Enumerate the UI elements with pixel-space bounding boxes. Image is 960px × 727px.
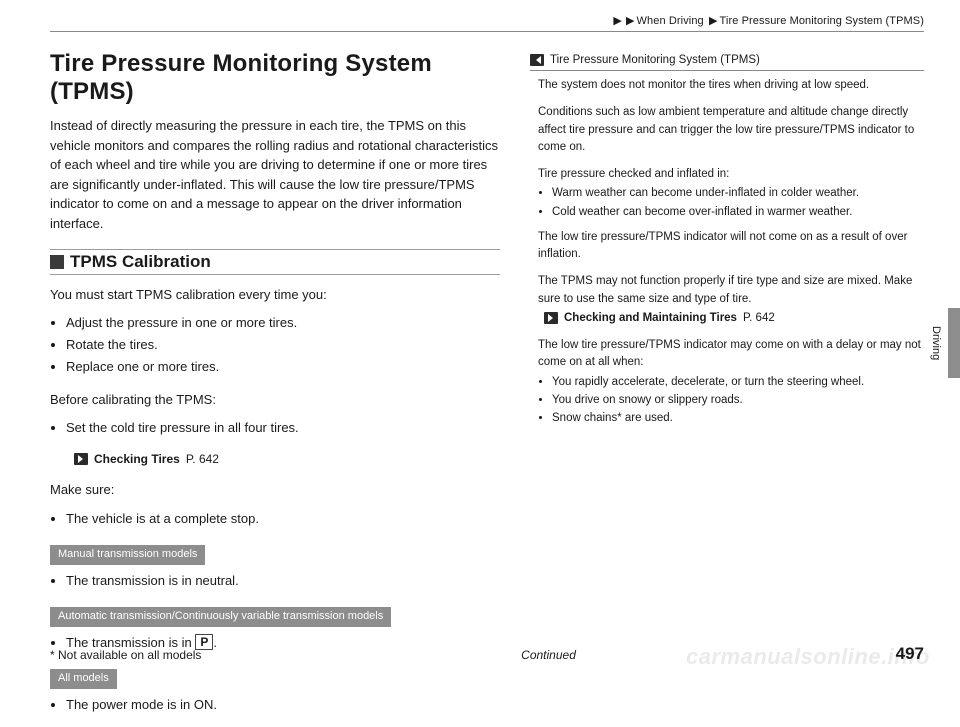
note-heading: Tire Pressure Monitoring System (TPMS) bbox=[530, 54, 924, 71]
chevron-right-icon: ▶ bbox=[613, 15, 622, 27]
list-item: Adjust the pressure in one or more tires… bbox=[66, 313, 500, 333]
note-title: Tire Pressure Monitoring System (TPMS) bbox=[550, 54, 760, 66]
model-tag-manual: Manual transmission models bbox=[50, 545, 205, 565]
chevron-right-icon: ▶ bbox=[626, 15, 635, 27]
page-title: Tire Pressure Monitoring System (TPMS) bbox=[50, 50, 500, 106]
section-heading: TPMS Calibration bbox=[50, 249, 500, 275]
list-item: The transmission is in neutral. bbox=[66, 571, 500, 591]
note-arrow-icon bbox=[530, 54, 544, 66]
side-text: Tire pressure checked and inflated in: bbox=[538, 166, 924, 183]
side-text: The low tire pressure/TPMS indicator may… bbox=[538, 337, 924, 372]
ms-list: The transmission is in neutral. bbox=[50, 571, 500, 591]
before-list: Set the cold tire pressure in all four t… bbox=[50, 418, 500, 438]
ms-list: The vehicle is at a complete stop. bbox=[50, 509, 500, 529]
calib-list: Adjust the pressure in one or more tires… bbox=[50, 313, 500, 377]
section-side-label: Driving bbox=[930, 326, 942, 360]
make-sure-lead: Make sure: bbox=[50, 480, 500, 500]
breadcrumb-b: Tire Pressure Monitoring System (TPMS) bbox=[720, 15, 925, 27]
side-list: Warm weather can become under-inflated i… bbox=[538, 185, 924, 221]
side-text: The system does not monitor the tires wh… bbox=[538, 77, 924, 94]
ms-list: The power mode is in ON. bbox=[50, 695, 500, 715]
continued-label: Continued bbox=[521, 648, 576, 662]
list-item: You drive on snowy or slippery roads. bbox=[552, 392, 924, 409]
section-title: TPMS Calibration bbox=[70, 252, 211, 272]
cross-ref: Checking Tires P. 642 bbox=[50, 450, 500, 469]
breadcrumb: ▶▶When Driving ▶Tire Pressure Monitoring… bbox=[50, 14, 924, 27]
calib-lead: You must start TPMS calibration every ti… bbox=[50, 285, 500, 305]
list-item: Replace one or more tires. bbox=[66, 357, 500, 377]
list-item: The power mode is in ON. bbox=[66, 695, 500, 715]
divider bbox=[50, 31, 924, 32]
list-item: Snow chains* are used. bbox=[552, 410, 924, 427]
list-item: You rapidly accelerate, decelerate, or t… bbox=[552, 374, 924, 391]
list-item: Warm weather can become under-inflated i… bbox=[552, 185, 924, 202]
ref-page: P. 642 bbox=[186, 450, 219, 469]
cross-ref: Checking and Maintaining Tires P. 642 bbox=[538, 310, 924, 327]
section-edge-tab bbox=[948, 308, 960, 378]
link-arrow-icon bbox=[544, 312, 558, 324]
before-lead: Before calibrating the TPMS: bbox=[50, 390, 500, 410]
chevron-right-icon: ▶ bbox=[709, 15, 718, 27]
square-bullet-icon bbox=[50, 255, 64, 269]
ref-page: P. 642 bbox=[743, 310, 775, 327]
side-list: You rapidly accelerate, decelerate, or t… bbox=[538, 374, 924, 428]
list-item: Cold weather can become over-inflated in… bbox=[552, 204, 924, 221]
list-item: Rotate the tires. bbox=[66, 335, 500, 355]
link-arrow-icon bbox=[74, 453, 88, 465]
side-text: The low tire pressure/TPMS indicator wil… bbox=[538, 229, 924, 264]
side-text: The TPMS may not function properly if ti… bbox=[538, 273, 924, 308]
intro-text: Instead of directly measuring the pressu… bbox=[50, 116, 500, 233]
watermark: carmanualsonline.info bbox=[686, 644, 930, 670]
list-item: The vehicle is at a complete stop. bbox=[66, 509, 500, 529]
ref-label: Checking Tires bbox=[94, 450, 180, 469]
list-item: Set the cold tire pressure in all four t… bbox=[66, 418, 500, 438]
footnote: * Not available on all models bbox=[50, 648, 201, 662]
ref-label: Checking and Maintaining Tires bbox=[564, 310, 737, 327]
model-tag-auto: Automatic transmission/Continuously vari… bbox=[50, 607, 391, 627]
model-tag-all: All models bbox=[50, 669, 117, 689]
side-text: Conditions such as low ambient temperatu… bbox=[538, 104, 924, 156]
breadcrumb-a: When Driving bbox=[637, 15, 704, 27]
